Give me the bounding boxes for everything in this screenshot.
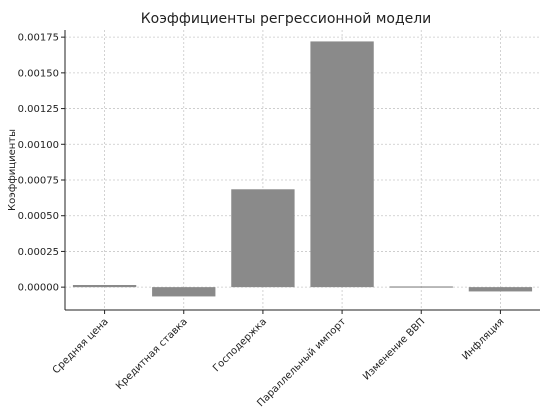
bar — [72, 285, 137, 288]
x-tick-labels: Средняя цена Кредитная ставка ГосподержкаП… — [51, 316, 507, 409]
bars — [72, 41, 533, 297]
y-tick-label: 0.00150 — [18, 68, 59, 79]
x-tick-label: Средняя цена — [51, 316, 111, 376]
x-tick-label: Изменение ВВП — [361, 316, 427, 382]
y-tick-label: 0.00000 — [18, 283, 59, 294]
y-axis-label: Коэффициенты — [7, 129, 18, 211]
x-tick-label: Инфляция — [460, 316, 506, 362]
chart-title: Коэффициенты регрессионной модели — [141, 11, 432, 27]
bar — [152, 287, 216, 297]
y-tick-label: 0.00025 — [18, 247, 59, 258]
axes — [61, 30, 540, 314]
y-tick-label: 0.00050 — [18, 211, 59, 222]
bar — [310, 41, 374, 288]
y-tick-label: 0.00100 — [18, 140, 59, 151]
bar — [231, 189, 295, 288]
y-tick-labels: 0.00000 0.00025 0.00050 0.00075 0.00100 0.001… — [18, 33, 59, 294]
gridlines — [65, 30, 540, 310]
bar — [468, 287, 533, 292]
x-tick-label: Параллельный импорт — [255, 316, 348, 409]
y-tick-label: 0.00175 — [18, 33, 59, 44]
bar — [389, 286, 453, 288]
y-tick-label: 0.00125 — [18, 104, 59, 115]
x-tick-label: Господержка — [211, 316, 269, 374]
x-tick-label: Кредитная ставка — [114, 316, 190, 392]
y-tick-label: 0.00075 — [18, 176, 59, 187]
